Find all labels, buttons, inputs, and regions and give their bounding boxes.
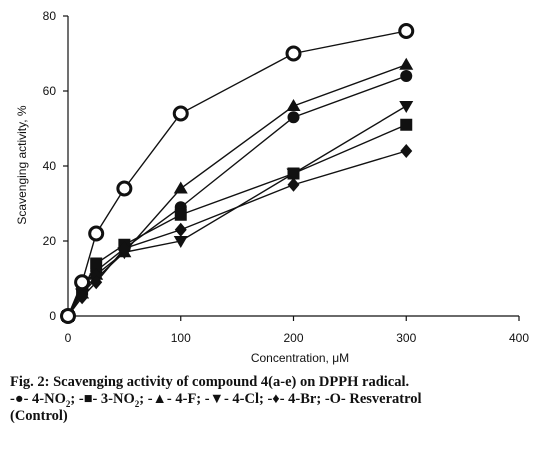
series-line bbox=[67, 75, 407, 317]
y-tick-label: 0 bbox=[49, 309, 56, 323]
series-layer bbox=[60, 23, 415, 324]
series-line bbox=[67, 150, 407, 317]
caption-legend-item: -■- 3-NO2; bbox=[78, 391, 145, 409]
y-tick-label: 80 bbox=[43, 9, 57, 23]
data-point bbox=[173, 236, 188, 248]
data-point bbox=[74, 274, 91, 291]
data-point bbox=[118, 241, 131, 256]
legend-separator: ; bbox=[259, 391, 264, 407]
legend-label: 4-NO bbox=[32, 391, 66, 407]
data-point bbox=[398, 23, 415, 39]
series-line bbox=[67, 30, 407, 317]
legend-separator: ; bbox=[316, 391, 322, 407]
legend-label: 4-F bbox=[175, 391, 197, 407]
legend-symbol: -♦- bbox=[267, 391, 289, 407]
data-point bbox=[174, 208, 187, 221]
legend-symbol: -●- bbox=[10, 391, 33, 407]
y-tick-label: 20 bbox=[43, 234, 57, 248]
x-tick-label: 300 bbox=[396, 331, 416, 345]
legend-separator: ; bbox=[70, 391, 76, 407]
legend-subscript: 2 bbox=[65, 398, 71, 409]
data-point bbox=[287, 111, 300, 124]
series-4-br bbox=[62, 144, 413, 323]
figure-caption: Fig. 2: Scavenging activity of compound … bbox=[10, 374, 546, 425]
series-4-no2 bbox=[62, 70, 413, 322]
caption-legend-item: -O- Resveratrol bbox=[325, 391, 422, 407]
caption-legend: -●- 4-NO2; -■- 3-NO2; -▲- 4-F; -▼- 4-Cl;… bbox=[10, 391, 546, 425]
data-point bbox=[76, 290, 89, 305]
caption-legend-item: -▲- 4-F; bbox=[148, 391, 201, 407]
data-point bbox=[286, 168, 301, 181]
data-point bbox=[400, 144, 413, 158]
y-tick-label: 40 bbox=[43, 159, 57, 173]
data-point bbox=[88, 225, 105, 242]
legend-symbol: -▲- bbox=[147, 391, 176, 407]
data-point bbox=[286, 99, 301, 111]
data-point bbox=[399, 101, 414, 113]
series-resveratrol-control- bbox=[60, 23, 415, 324]
data-point bbox=[174, 222, 187, 237]
series-4-cl bbox=[61, 101, 414, 323]
y-tick-label: 60 bbox=[43, 84, 57, 98]
series-3-no2 bbox=[62, 118, 413, 322]
data-point bbox=[172, 105, 189, 122]
x-axis-title: Concentration, μM bbox=[251, 351, 349, 365]
data-point bbox=[399, 57, 414, 70]
data-point bbox=[90, 275, 103, 290]
data-point bbox=[116, 180, 133, 197]
data-point bbox=[90, 257, 103, 270]
data-point bbox=[400, 118, 413, 131]
legend-label: Resveratrol bbox=[349, 391, 422, 407]
legend-subscript: 2 bbox=[134, 398, 140, 409]
tick-labels: 0 100 200 300 400 0 20 40 60 80 bbox=[43, 9, 530, 345]
legend-label: 3-NO bbox=[100, 391, 135, 407]
caption-title: Fig. 2: Scavenging activity of compound … bbox=[10, 374, 410, 390]
data-point bbox=[287, 177, 300, 192]
legend-separator: ; bbox=[196, 391, 202, 407]
data-point bbox=[60, 308, 76, 324]
data-point bbox=[173, 181, 188, 194]
legend-label: 4-Cl bbox=[232, 391, 259, 407]
axes bbox=[63, 15, 520, 321]
y-axis-title: Scavenging activity, % bbox=[15, 105, 29, 224]
legend-label: 4-Br bbox=[288, 391, 317, 407]
series-line bbox=[67, 124, 407, 317]
x-tick-label: 100 bbox=[171, 331, 191, 345]
caption-legend-item: -●- 4-NO2; bbox=[10, 391, 76, 409]
legend-symbol: -▼- bbox=[204, 391, 233, 407]
caption-legend-item: -▼- 4-Cl; bbox=[205, 391, 264, 407]
series-line bbox=[67, 105, 407, 317]
data-point bbox=[400, 70, 413, 82]
legend-separator: ; bbox=[139, 391, 145, 407]
legend-tail: (Control) bbox=[10, 408, 68, 424]
legend-symbol: -O- bbox=[324, 391, 350, 407]
legend-symbol: -■- bbox=[78, 391, 101, 407]
x-tick-label: 0 bbox=[65, 331, 72, 345]
caption-legend-item: -♦- 4-Br; bbox=[267, 391, 321, 407]
x-tick-label: 400 bbox=[509, 331, 529, 345]
data-point bbox=[285, 45, 302, 62]
scavenging-chart: 0 100 200 300 400 0 20 40 60 80 Concentration, μM… bbox=[15, 9, 530, 365]
x-tick-label: 200 bbox=[283, 331, 303, 345]
series-4-f bbox=[61, 57, 414, 321]
